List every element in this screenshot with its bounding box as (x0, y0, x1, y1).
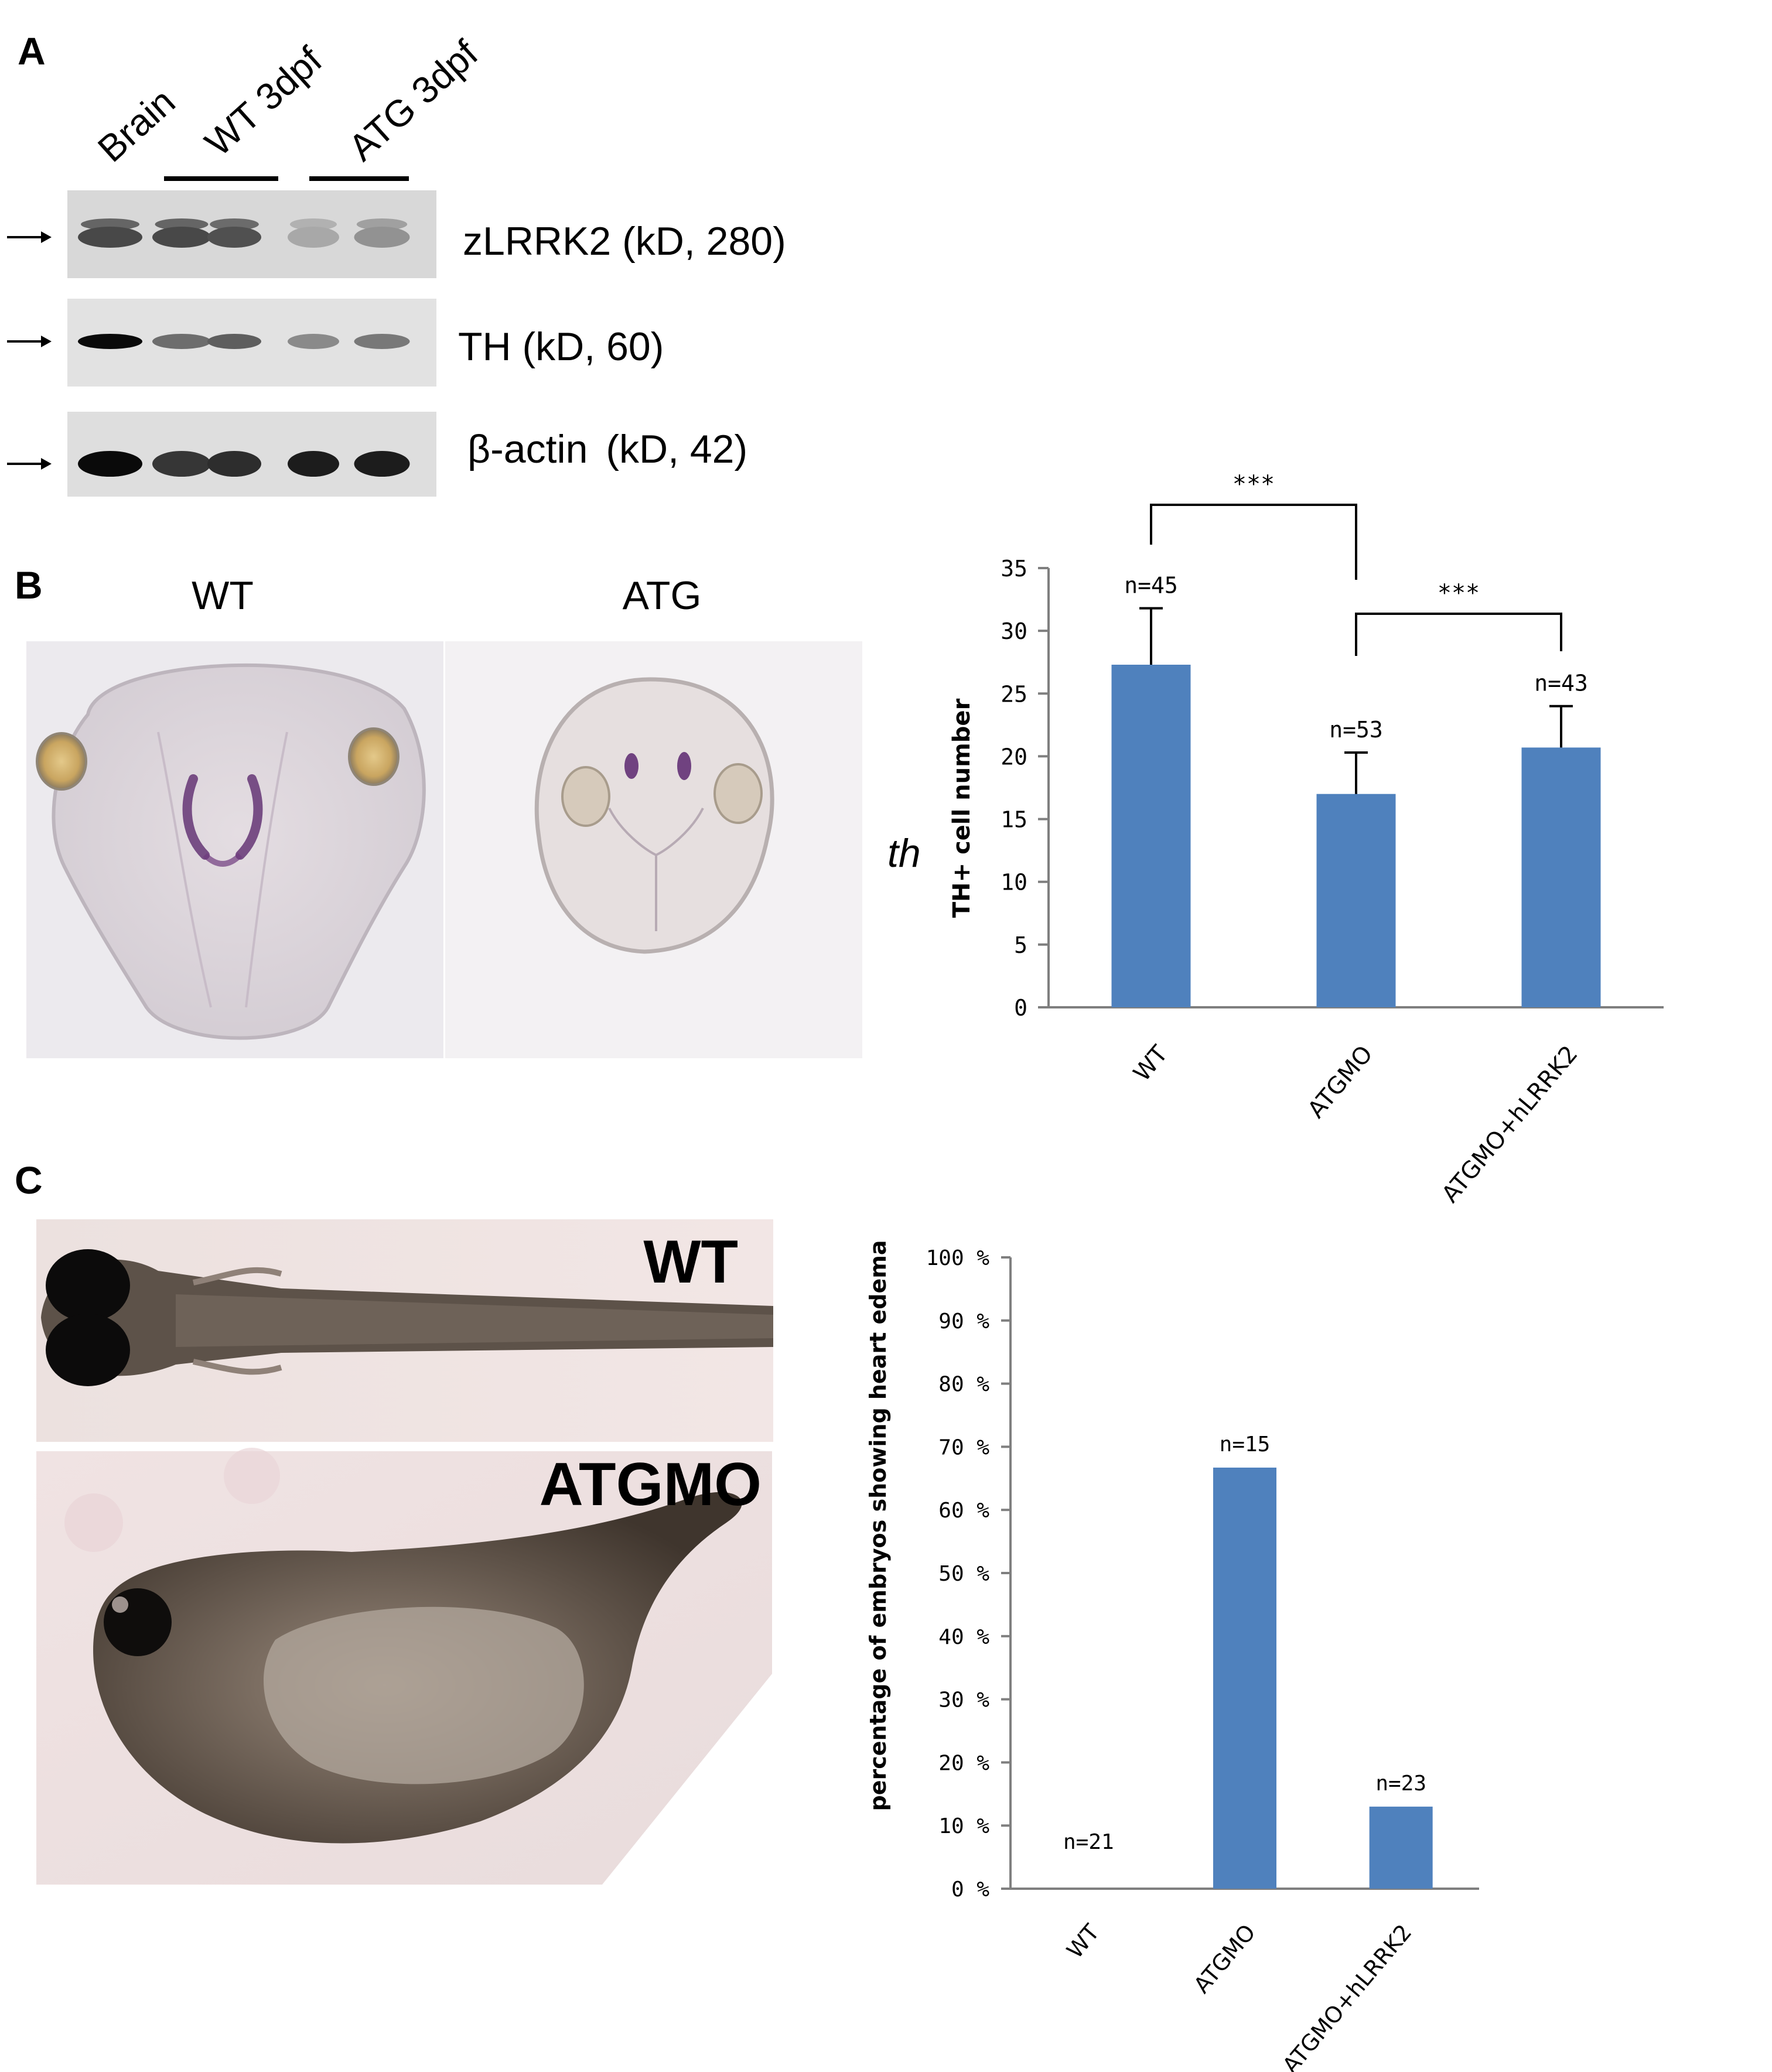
band-actin-lane-1 (78, 451, 142, 477)
chart-b-n-label: n=43 (1534, 671, 1588, 696)
band-th-lane-4 (288, 334, 339, 349)
band-th-lane-3 (207, 334, 261, 349)
band-th-lane-2 (152, 334, 211, 349)
chart-c-ytick-label: 40 % (938, 1625, 989, 1649)
chart-b-x-label: WT (1128, 1040, 1173, 1086)
panel-a-label: A (18, 29, 46, 73)
panel-b: B WT ATG th (15, 471, 1664, 1208)
blot-label-beta-actin: β-actin (kD, 42) (467, 427, 747, 471)
band-zlrrk2-lane-5 (354, 227, 410, 248)
chart-b-ytick-label: 25 (1001, 681, 1027, 707)
arrow-zlrrk2 (7, 231, 52, 243)
panel-b-label: B (15, 563, 43, 607)
chart-b-ytick-label: 5 (1014, 932, 1027, 958)
chart-b-ytick-label: 30 (1001, 618, 1027, 644)
blot-label-zlrrk2: zLRRK2 (kD, 280) (463, 219, 786, 264)
chart-b-ytick-label: 10 (1001, 870, 1027, 895)
chart-th-cell-number: TH+ cell number 0 5 10 15 20 25 30 35 n=45 n=53 n… (948, 471, 1664, 1208)
band-zlrrk2-lane-1 (78, 227, 142, 248)
chart-b-significance-label: *** (1438, 580, 1480, 607)
image-title-wt: WT (192, 573, 254, 618)
blot-label-th: TH (kD, 60) (458, 324, 664, 369)
chart-c-ytick-label: 100 % (926, 1246, 990, 1270)
chart-c-ytick-label: 0 % (951, 1878, 989, 1902)
chart-b-x-label: ATGMO (1303, 1041, 1378, 1123)
chart-c-n-label: n=15 (1220, 1432, 1271, 1456)
wt-th-in-situ-image (26, 641, 443, 1058)
band-zlrrk2-upper-lane-2 (155, 218, 209, 230)
chart-b-ytick-label: 20 (1001, 744, 1027, 770)
lane-header-brain: Brain (90, 80, 183, 170)
band-zlrrk2-lane-3 (207, 227, 261, 248)
atg-th-in-situ-image (445, 641, 862, 1058)
chart-c-ytick-label: 10 % (938, 1814, 989, 1838)
panel-a: A Brain WT 3dpf ATG 3dpf zLRRK2 (kD, 280… (7, 29, 786, 497)
band-zlrrk2-upper-lane-3 (210, 218, 259, 230)
band-actin-lane-3 (207, 451, 261, 477)
arrow-beta-actin (7, 458, 52, 470)
chart-b-ylabel: TH+ cell number (948, 698, 975, 918)
chart-c-n-label: n=23 (1375, 1772, 1426, 1796)
chart-c-bar (1369, 1806, 1433, 1889)
chart-c-ytick-label: 60 % (938, 1499, 989, 1523)
chart-b-n-label: n=45 (1124, 573, 1178, 599)
band-th-lane-1 (78, 334, 142, 349)
image-title-atg: ATG (623, 573, 702, 618)
atgmo-larva-image: ATGMO (36, 1448, 772, 1885)
band-actin-lane-2 (152, 451, 211, 477)
chart-b-bar (1521, 747, 1601, 1007)
chart-c-n-label: n=21 (1063, 1830, 1114, 1854)
band-zlrrk2-lane-4 (288, 227, 339, 248)
panel-c: C WT ATGMO percentage of embryos showing (15, 1158, 1479, 2072)
band-zlrrk2-upper-lane-4 (290, 218, 337, 230)
chart-b-x-label: ATGMO+hLRRK2 (1437, 1041, 1583, 1208)
blot-zlrrk2 (67, 190, 436, 278)
lane-header-atg: ATG 3dpf (340, 32, 486, 169)
chart-b-significance-bracket (1150, 504, 1357, 580)
chart-c-bar (1213, 1467, 1276, 1889)
chart-c-ylabel: percentage of embryos showing heart edem… (865, 1240, 891, 1811)
chart-c-ytick-label: 70 % (938, 1435, 989, 1459)
wt-larva-image: WT (36, 1219, 773, 1442)
chart-b-bar (1111, 665, 1191, 1007)
th-side-label: th (887, 831, 921, 876)
chart-b-ytick-label: 35 (1001, 556, 1027, 582)
chart-heart-edema-percentage: percentage of embryos showing heart edem… (865, 1240, 1479, 2072)
chart-c-x-label: ATGMO+hLRRK2 (1278, 1920, 1417, 2072)
arrow-th (7, 336, 52, 347)
chart-c-ytick-label: 50 % (938, 1562, 989, 1586)
chart-c-ytick-label: 90 % (938, 1309, 989, 1334)
chart-b-n-label: n=53 (1329, 717, 1383, 743)
chart-b-significance-bracket (1355, 613, 1562, 656)
chart-c-x-label: WT (1061, 1919, 1104, 1963)
chart-b-significance-label: *** (1232, 471, 1275, 498)
band-zlrrk2-upper-lane-1 (81, 218, 139, 230)
band-zlrrk2-upper-lane-5 (356, 218, 408, 230)
chart-c-ytick-label: 20 % (938, 1751, 989, 1775)
chart-c-ytick-label: 80 % (938, 1373, 989, 1397)
chart-c-x-label: ATGMO (1189, 1920, 1261, 1998)
wt-larva-title: WT (643, 1228, 738, 1296)
chart-b-ytick-label: 15 (1001, 807, 1027, 833)
chart-c-ytick-label: 30 % (938, 1688, 989, 1712)
chart-b-bar (1316, 794, 1396, 1007)
atgmo-larva-title: ATGMO (540, 1451, 762, 1519)
panel-c-label: C (15, 1158, 43, 1202)
band-zlrrk2-lane-2 (152, 227, 211, 248)
band-actin-lane-4 (288, 451, 339, 477)
band-actin-lane-5 (354, 451, 410, 477)
lane-header-wt: WT 3dpf (197, 39, 330, 165)
band-th-lane-5 (354, 334, 410, 349)
blot-th (67, 299, 436, 387)
chart-b-ytick-label: 0 (1014, 995, 1027, 1021)
blot-beta-actin (67, 412, 436, 497)
